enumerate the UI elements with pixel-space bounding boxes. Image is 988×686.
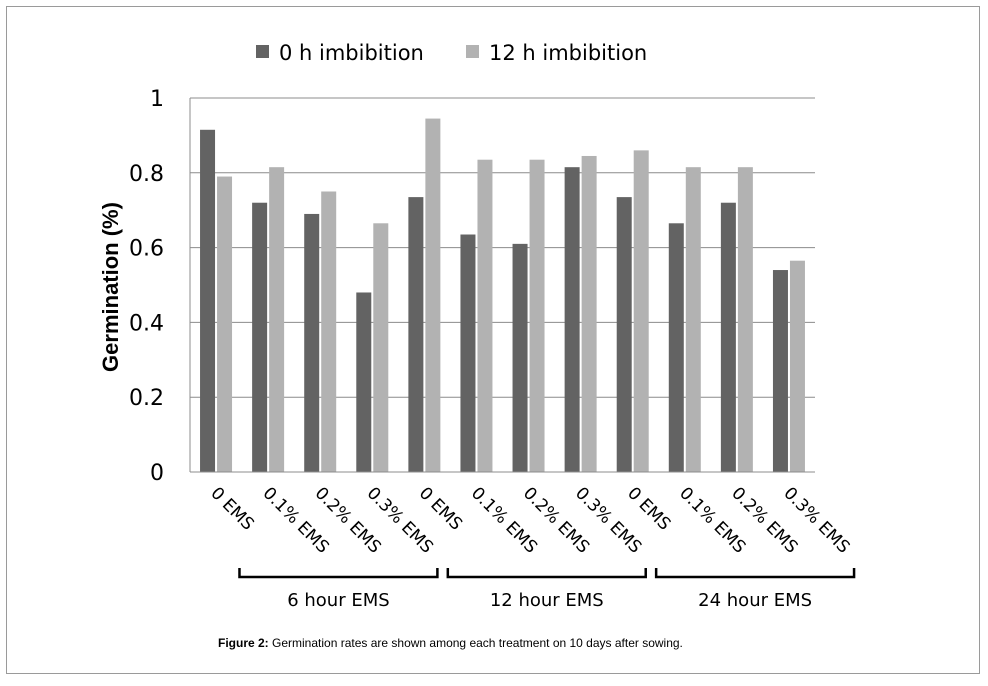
bar-12h-0 [217, 176, 233, 473]
figure-frame [6, 6, 980, 674]
legend-swatch [466, 45, 479, 58]
legend-label: 12 h imbibition [489, 41, 647, 65]
bar-0h-9 [668, 223, 684, 472]
bar-0h-0 [200, 129, 216, 473]
bar-12h-6 [529, 159, 545, 472]
group-brackets: 6 hour EMS 12 hour EMS 24 hour EMS [238, 568, 856, 611]
y-tick-label: 0.4 [129, 311, 164, 336]
bar-12h-11 [789, 260, 805, 472]
group-bracket [238, 568, 439, 579]
gridlines [190, 97, 815, 398]
bar-0h-6 [512, 243, 528, 472]
bar-12h-5 [477, 159, 493, 472]
bar-0h-7 [564, 167, 580, 472]
bar-0h-8 [616, 197, 632, 473]
y-tick-label: 0 [150, 461, 164, 486]
bar-0h-3 [356, 292, 372, 472]
legend: 0 h imbibition 12 h imbibition [256, 41, 647, 65]
bar-0h-1 [252, 202, 268, 472]
bar-12h-9 [685, 167, 701, 472]
y-axis-label: Germination (%) [98, 202, 123, 372]
bars [200, 118, 805, 473]
x-category-label: 0 EMS [415, 483, 466, 534]
y-tick-label: 0.6 [129, 237, 164, 262]
y-tick-label: 0.2 [129, 386, 164, 411]
group-label: 24 hour EMS [698, 590, 812, 611]
caption-text: Germination rates are shown among each t… [268, 636, 683, 650]
bar-12h-8 [633, 150, 649, 473]
group-label: 12 hour EMS [490, 590, 604, 611]
y-tick-label: 1 [150, 87, 164, 112]
bar-12h-4 [425, 118, 441, 472]
bar-12h-1 [269, 167, 285, 472]
y-tick-label: 0.8 [129, 162, 164, 187]
bar-0h-4 [408, 197, 424, 473]
bar-12h-10 [737, 167, 753, 472]
y-tick-labels: 0 0.2 0.4 0.6 0.8 1 [129, 87, 164, 486]
figure-caption: Figure 2: Germination rates are shown am… [218, 636, 683, 650]
legend-swatch [256, 45, 269, 58]
bar-0h-5 [460, 234, 476, 472]
bar-12h-2 [321, 191, 337, 472]
x-category-label: 0 EMS [623, 483, 674, 534]
group-bracket [446, 568, 647, 579]
bar-0h-10 [720, 202, 736, 472]
legend-label: 0 h imbibition [279, 41, 424, 65]
caption-label: Figure 2: [218, 636, 269, 650]
group-label: 6 hour EMS [287, 590, 389, 611]
bar-12h-7 [581, 155, 597, 472]
bar-12h-3 [373, 223, 389, 472]
axes [189, 98, 815, 473]
bar-0h-2 [304, 213, 320, 472]
group-bracket [654, 568, 856, 579]
x-category-label: 0 EMS [207, 483, 258, 534]
bar-0h-11 [772, 270, 788, 472]
